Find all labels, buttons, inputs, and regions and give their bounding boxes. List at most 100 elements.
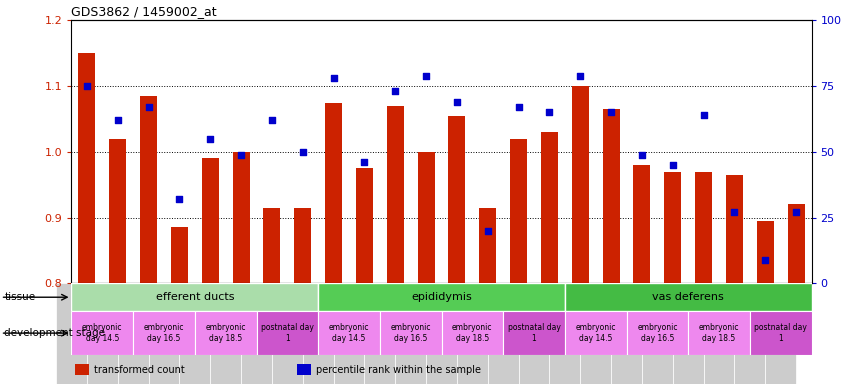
Text: percentile rank within the sample: percentile rank within the sample bbox=[315, 364, 481, 375]
Bar bbox=[87, 283, 118, 384]
Bar bbox=[356, 168, 373, 283]
Point bbox=[697, 112, 711, 118]
Text: postnatal day
1: postnatal day 1 bbox=[261, 323, 314, 343]
Point bbox=[327, 75, 341, 81]
Bar bbox=[426, 283, 457, 384]
Bar bbox=[263, 208, 280, 283]
Bar bbox=[442, 311, 503, 355]
Bar bbox=[519, 283, 549, 384]
Text: postnatal day
1: postnatal day 1 bbox=[754, 323, 807, 343]
Bar bbox=[202, 159, 219, 283]
Point bbox=[574, 73, 587, 79]
Bar bbox=[318, 283, 565, 311]
Bar bbox=[171, 227, 188, 283]
Text: embryonic
day 16.5: embryonic day 16.5 bbox=[390, 323, 431, 343]
Point bbox=[635, 151, 648, 157]
Point bbox=[605, 109, 618, 116]
Point bbox=[542, 109, 556, 116]
Text: tissue: tissue bbox=[4, 292, 35, 302]
Bar bbox=[664, 172, 681, 283]
Text: postnatal day
1: postnatal day 1 bbox=[508, 323, 560, 343]
Text: epididymis: epididymis bbox=[411, 292, 472, 302]
Point bbox=[80, 83, 93, 89]
Point bbox=[389, 88, 402, 94]
Bar bbox=[140, 96, 157, 283]
Bar bbox=[78, 53, 95, 283]
Text: development stage: development stage bbox=[4, 328, 105, 338]
Bar bbox=[257, 311, 318, 355]
Text: embryonic
day 18.5: embryonic day 18.5 bbox=[699, 323, 739, 343]
Bar bbox=[603, 109, 620, 283]
Bar bbox=[325, 103, 342, 283]
Text: embryonic
day 16.5: embryonic day 16.5 bbox=[637, 323, 678, 343]
Bar bbox=[395, 283, 426, 384]
Bar bbox=[642, 283, 673, 384]
Bar bbox=[387, 106, 404, 283]
Bar bbox=[71, 311, 133, 355]
Text: embryonic
day 16.5: embryonic day 16.5 bbox=[144, 323, 184, 343]
Bar bbox=[380, 311, 442, 355]
Bar bbox=[565, 283, 812, 311]
Point bbox=[111, 117, 124, 123]
Text: efferent ducts: efferent ducts bbox=[156, 292, 234, 302]
Point bbox=[235, 151, 248, 157]
Point bbox=[727, 209, 741, 215]
Bar bbox=[734, 283, 765, 384]
Bar bbox=[541, 132, 558, 283]
Point bbox=[759, 257, 772, 263]
Bar bbox=[572, 86, 589, 283]
Text: embryonic
day 18.5: embryonic day 18.5 bbox=[205, 323, 246, 343]
Bar bbox=[611, 283, 642, 384]
Bar bbox=[448, 116, 465, 283]
Bar bbox=[334, 283, 364, 384]
Bar bbox=[510, 139, 527, 283]
Bar bbox=[241, 283, 272, 384]
Bar bbox=[195, 311, 257, 355]
Bar bbox=[549, 283, 580, 384]
Bar bbox=[56, 283, 87, 384]
Bar bbox=[109, 139, 126, 283]
Bar bbox=[688, 311, 750, 355]
Bar bbox=[633, 165, 650, 283]
Bar bbox=[294, 208, 311, 283]
Bar bbox=[133, 311, 195, 355]
Bar bbox=[788, 204, 805, 283]
Text: embryonic
day 14.5: embryonic day 14.5 bbox=[82, 323, 123, 343]
Bar bbox=[704, 283, 734, 384]
Bar bbox=[479, 208, 496, 283]
Bar bbox=[297, 364, 310, 376]
Bar bbox=[673, 283, 704, 384]
Text: vas deferens: vas deferens bbox=[653, 292, 724, 302]
Bar bbox=[303, 283, 334, 384]
Point bbox=[265, 117, 278, 123]
Text: embryonic
day 14.5: embryonic day 14.5 bbox=[329, 323, 369, 343]
Bar bbox=[457, 283, 488, 384]
Bar bbox=[580, 283, 611, 384]
Bar bbox=[488, 283, 519, 384]
Bar bbox=[118, 283, 149, 384]
Bar bbox=[418, 152, 435, 283]
Bar bbox=[726, 175, 743, 283]
Bar bbox=[696, 172, 712, 283]
Text: GDS3862 / 1459002_at: GDS3862 / 1459002_at bbox=[71, 5, 217, 18]
Bar bbox=[765, 283, 796, 384]
Point bbox=[666, 162, 680, 168]
Point bbox=[296, 149, 309, 155]
Point bbox=[790, 209, 803, 215]
Point bbox=[512, 104, 526, 110]
Point bbox=[204, 136, 217, 142]
Bar bbox=[750, 311, 812, 355]
Text: embryonic
day 14.5: embryonic day 14.5 bbox=[575, 323, 616, 343]
Point bbox=[481, 228, 495, 234]
Bar bbox=[272, 283, 303, 384]
Point bbox=[450, 99, 463, 105]
Bar bbox=[149, 283, 179, 384]
Bar bbox=[233, 152, 250, 283]
Point bbox=[142, 104, 156, 110]
Bar bbox=[75, 364, 88, 376]
Point bbox=[420, 73, 433, 79]
Bar bbox=[318, 311, 380, 355]
Bar bbox=[565, 311, 627, 355]
Bar bbox=[627, 311, 688, 355]
Bar bbox=[71, 283, 318, 311]
